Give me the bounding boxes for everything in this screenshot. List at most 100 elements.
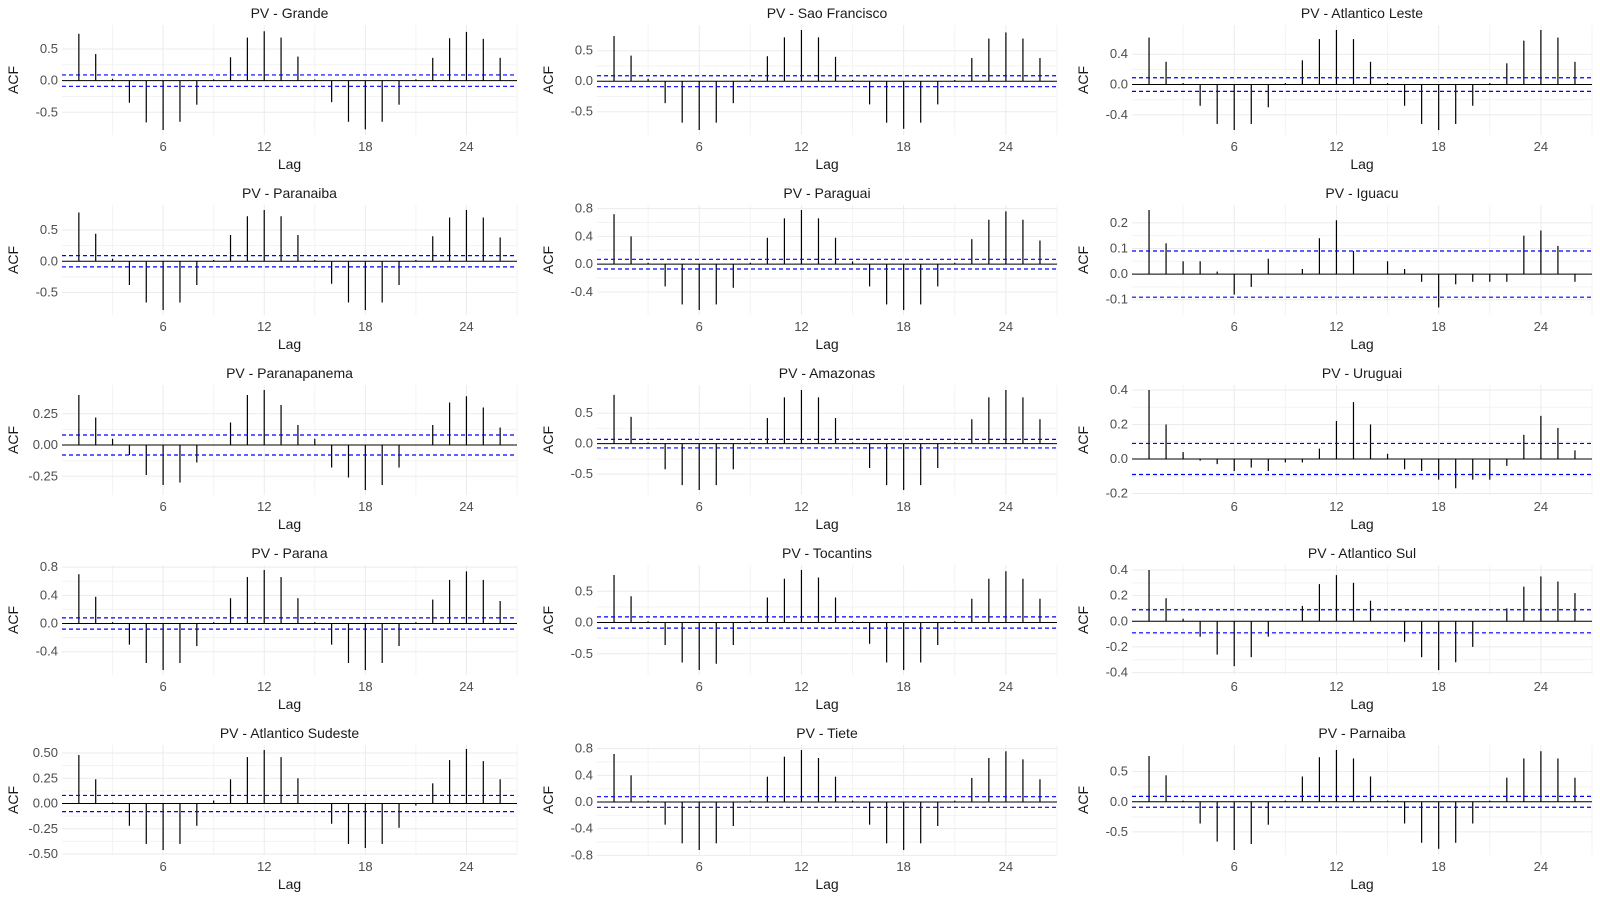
y-tick-label: -0.2 <box>1106 485 1128 500</box>
y-tick-label: 0.5 <box>40 41 58 56</box>
x-tick-label: 18 <box>358 499 372 514</box>
acf-panel: 6 12 18 24 -0.5 0.0 0.5 PV - Paranaiba Lag ACF <box>5 185 518 352</box>
x-axis-label: Lag <box>1350 696 1373 712</box>
x-tick-label: 12 <box>1329 139 1343 154</box>
y-tick-label: 0.8 <box>575 201 593 216</box>
y-tick-label: -0.2 <box>1106 639 1128 654</box>
y-axis-label: ACF <box>1075 246 1091 274</box>
acf-panel: 6 12 18 24 -0.4 0.0 0.4 PV - Atlantico Leste Lag… <box>1075 5 1593 172</box>
y-tick-label: 0.4 <box>1110 382 1128 397</box>
panel-title: PV - Atlantico Sul <box>1308 545 1416 561</box>
x-tick-label: 18 <box>896 139 910 154</box>
panel-title: PV - Tocantins <box>782 545 872 561</box>
acf-panel: 6 12 18 24 -0.4 -0.2 0.0 0.2 0.4 PV - Atlantico S… <box>1075 545 1593 712</box>
x-axis-label: Lag <box>815 156 838 172</box>
y-axis-label: ACF <box>1075 426 1091 454</box>
x-tick-label: 6 <box>1231 859 1238 874</box>
x-tick-label: 6 <box>1231 679 1238 694</box>
y-axis-label: ACF <box>540 606 556 634</box>
y-tick-label: 0.00 <box>33 796 58 811</box>
y-tick-label: 0.5 <box>1110 764 1128 779</box>
x-axis-label: Lag <box>1350 876 1373 892</box>
y-tick-label: 0.4 <box>40 587 58 602</box>
x-axis-label: Lag <box>1350 156 1373 172</box>
x-tick-label: 18 <box>358 859 372 874</box>
y-tick-label: 0.2 <box>1110 416 1128 431</box>
panel-title: PV - Tiete <box>796 725 858 741</box>
acf-panel: 6 12 18 24 -0.5 0.0 0.5 PV - Sao Francisco Lag AC… <box>540 5 1058 172</box>
x-tick-label: 18 <box>896 319 910 334</box>
x-tick-label: 18 <box>896 859 910 874</box>
y-tick-label: 0.0 <box>1110 794 1128 809</box>
y-tick-label: -0.50 <box>28 846 58 861</box>
y-tick-label: 0.8 <box>575 741 593 756</box>
y-axis-label: ACF <box>540 246 556 274</box>
x-tick-label: 12 <box>794 859 808 874</box>
x-tick-label: 12 <box>257 139 271 154</box>
acf-panel: 6 12 18 24 -0.5 0.0 0.5 PV - Grande Lag ACF <box>5 5 518 172</box>
x-tick-label: 24 <box>459 679 473 694</box>
x-axis-label: Lag <box>815 696 838 712</box>
y-tick-label: 0.0 <box>1110 77 1128 92</box>
y-tick-label: -0.8 <box>571 847 593 862</box>
y-axis-label: ACF <box>1075 66 1091 94</box>
y-tick-label: -0.1 <box>1106 292 1128 307</box>
y-tick-label: -0.4 <box>1106 107 1128 122</box>
x-tick-label: 24 <box>1534 139 1548 154</box>
x-tick-label: 24 <box>1534 319 1548 334</box>
x-tick-label: 18 <box>1431 679 1445 694</box>
x-tick-label: 24 <box>459 499 473 514</box>
y-tick-label: -0.4 <box>1106 665 1128 680</box>
panel-title: PV - Paranapanema <box>226 365 353 381</box>
x-tick-label: 12 <box>257 859 271 874</box>
y-tick-label: 0.0 <box>575 73 593 88</box>
x-tick-label: 6 <box>1231 139 1238 154</box>
y-tick-label: -0.5 <box>571 104 593 119</box>
x-tick-label: 6 <box>1231 319 1238 334</box>
x-tick-label: 24 <box>999 319 1013 334</box>
y-axis-label: ACF <box>1075 606 1091 634</box>
x-tick-label: 12 <box>1329 319 1343 334</box>
x-tick-label: 6 <box>159 139 166 154</box>
y-tick-label: 0.00 <box>33 437 58 452</box>
y-axis-label: ACF <box>5 246 21 274</box>
y-tick-label: 0.4 <box>1110 46 1128 61</box>
y-tick-label: 0.5 <box>40 222 58 237</box>
x-tick-label: 12 <box>257 499 271 514</box>
x-tick-label: 6 <box>696 859 703 874</box>
x-axis-label: Lag <box>815 336 838 352</box>
panel-title: PV - Atlantico Leste <box>1301 5 1423 21</box>
acf-panel: 6 12 18 24 -0.5 0.0 0.5 PV - Amazonas Lag ACF <box>540 365 1058 532</box>
y-tick-label: 0.0 <box>575 794 593 809</box>
acf-panel: 6 12 18 24 -0.50 -0.25 0.00 0.25 0.50 PV - Atlant… <box>5 725 518 892</box>
acf-panel: 6 12 18 24 -0.4 0.0 0.4 0.8 PV - Parana Lag ACF <box>5 545 518 712</box>
y-tick-label: -0.5 <box>1106 824 1128 839</box>
y-axis-label: ACF <box>1075 786 1091 814</box>
x-tick-label: 18 <box>358 139 372 154</box>
x-tick-label: 12 <box>257 319 271 334</box>
x-axis-label: Lag <box>1350 516 1373 532</box>
x-tick-label: 6 <box>159 859 166 874</box>
y-axis-label: ACF <box>5 786 21 814</box>
y-axis-label: ACF <box>5 426 21 454</box>
x-tick-label: 6 <box>696 139 703 154</box>
y-tick-label: 0.5 <box>575 583 593 598</box>
x-tick-label: 12 <box>1329 499 1343 514</box>
acf-panel: 6 12 18 24 -0.1 0.0 0.1 0.2 PV - Iguacu Lag ACF <box>1075 185 1593 352</box>
panel-title: PV - Sao Francisco <box>767 5 888 21</box>
x-tick-label: 18 <box>358 679 372 694</box>
y-tick-label: 0.5 <box>575 43 593 58</box>
y-axis-label: ACF <box>540 66 556 94</box>
y-tick-label: 0.2 <box>1110 588 1128 603</box>
y-tick-label: 0.25 <box>33 770 58 785</box>
y-tick-label: 0.2 <box>1110 215 1128 230</box>
y-tick-label: 0.4 <box>575 767 593 782</box>
x-tick-label: 18 <box>1431 139 1445 154</box>
x-tick-label: 24 <box>999 859 1013 874</box>
x-tick-label: 18 <box>358 319 372 334</box>
y-tick-label: 0.50 <box>33 745 58 760</box>
y-axis-label: ACF <box>540 786 556 814</box>
x-tick-label: 24 <box>459 859 473 874</box>
x-axis-label: Lag <box>278 336 301 352</box>
x-axis-label: Lag <box>278 876 301 892</box>
